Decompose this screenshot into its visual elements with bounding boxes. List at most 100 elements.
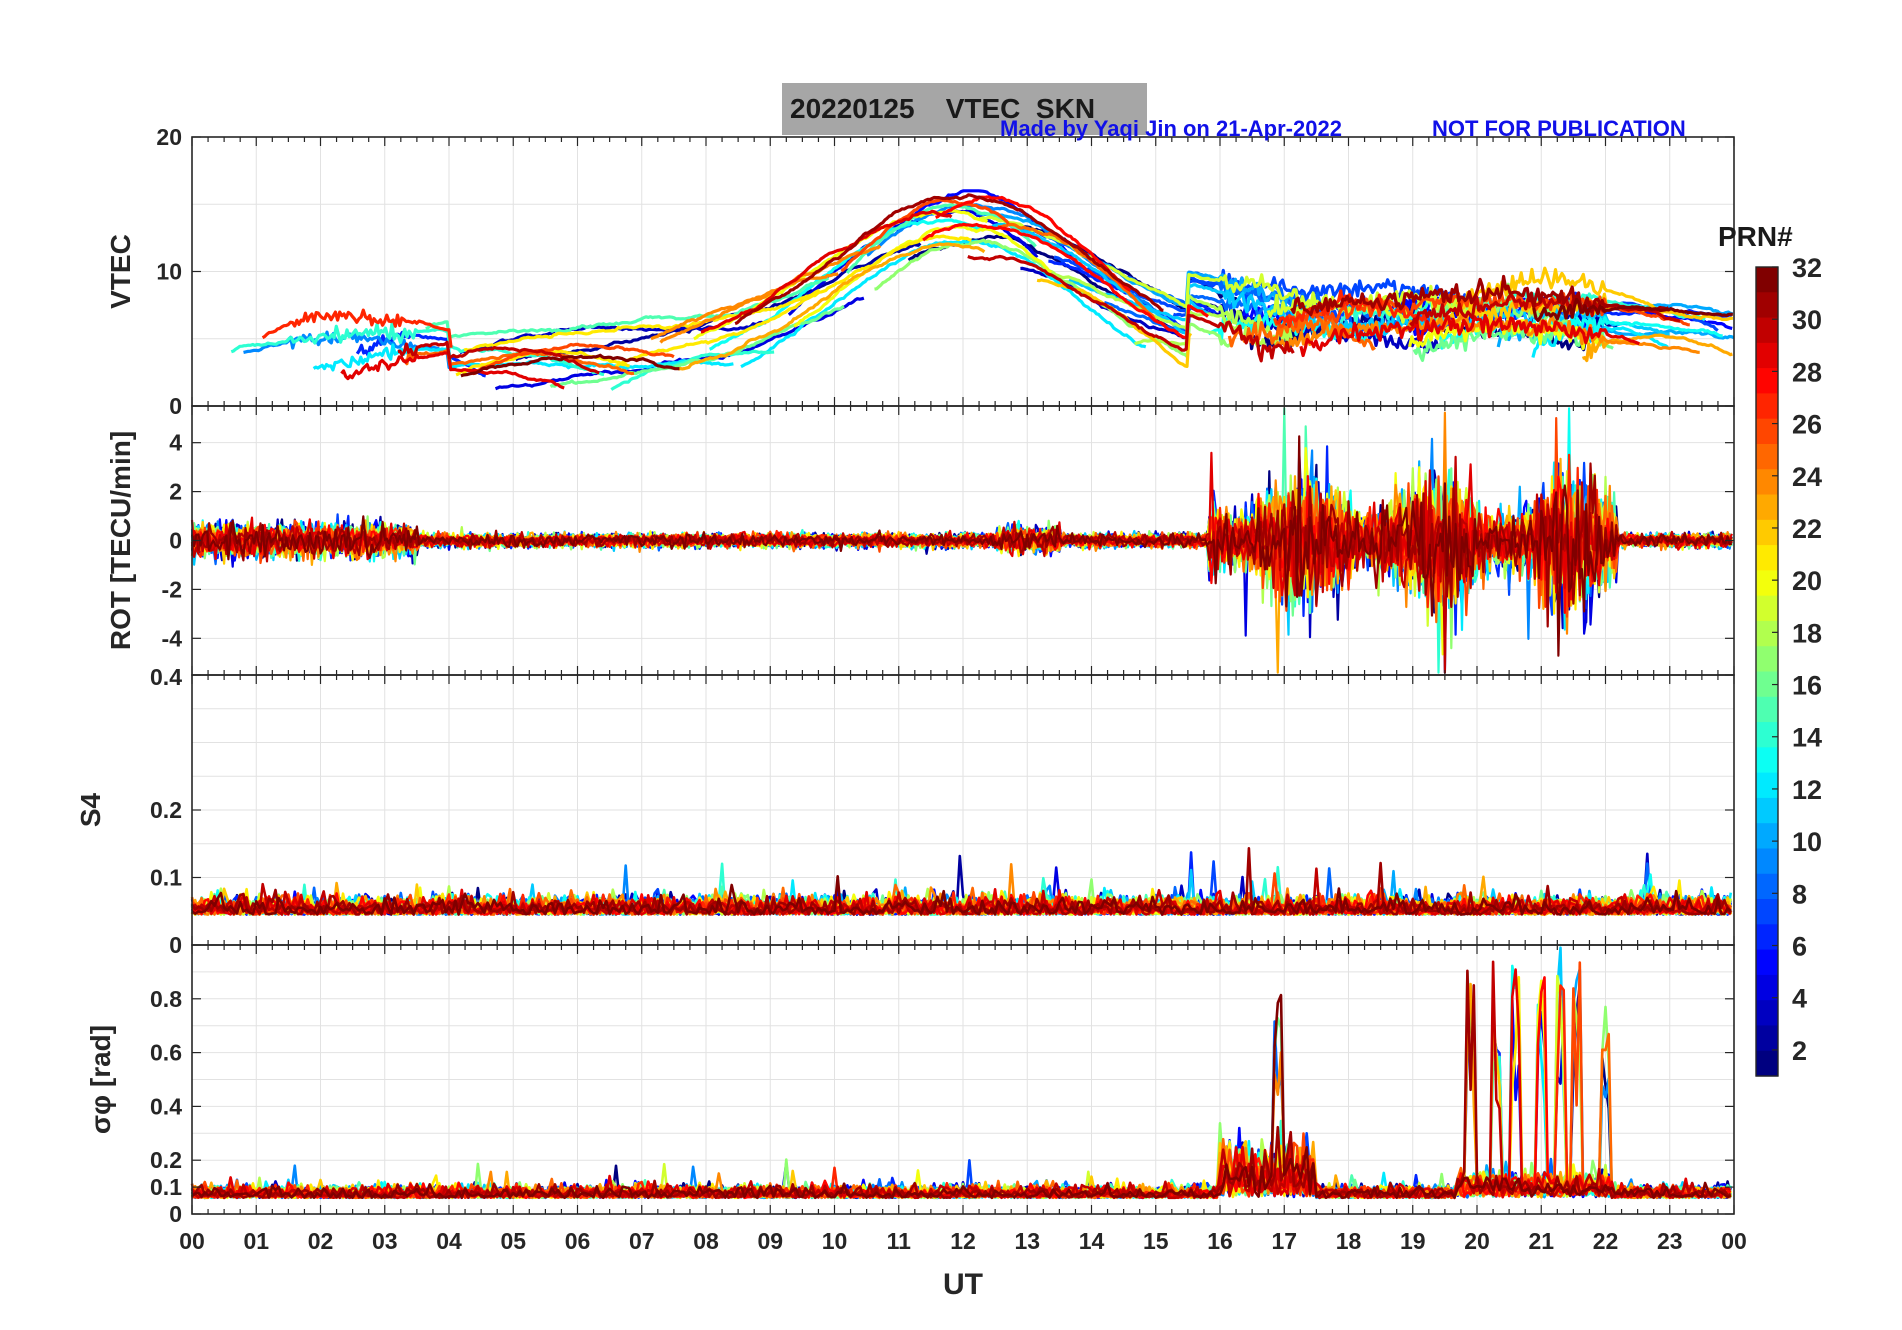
vtec-series-line (614, 234, 972, 369)
vtec-series-line (922, 222, 1209, 340)
vtec-series-line (261, 308, 453, 348)
vtec-series-line (700, 209, 953, 334)
vtec-series-line (463, 288, 821, 353)
colorbar-segment (1756, 747, 1778, 774)
y-tick-label: 0 (169, 393, 182, 419)
colorbar-segment (1756, 620, 1778, 647)
colorbar-tick-label: 14 (1792, 723, 1822, 753)
colorbar-segment (1756, 646, 1778, 673)
vtec-series-line (1299, 313, 1640, 358)
vtec-series-line (967, 254, 1295, 363)
colorbar-segment (1756, 393, 1778, 420)
colorbar-tick-label: 32 (1792, 253, 1822, 283)
x-tick-label: 11 (887, 1228, 912, 1254)
x-tick-label: 00 (179, 1228, 205, 1254)
colorbar-segment (1756, 267, 1778, 293)
colorbar-tick-label: 30 (1792, 305, 1822, 335)
colorbar-segment (1756, 545, 1778, 571)
vtec-series-line (997, 222, 1158, 323)
x-tick-label: 00 (1721, 1228, 1747, 1254)
y-tick-label: 4 (169, 430, 182, 456)
y-tick-label: 10 (156, 259, 182, 285)
vtec-series-line (1048, 269, 1293, 348)
vtec-series-line (472, 342, 675, 376)
x-tick-label: 20 (1464, 1228, 1490, 1254)
colorbar-tick-label: 16 (1792, 671, 1822, 701)
colorbar-segment (1756, 823, 1778, 850)
rot-series-line (192, 407, 1733, 592)
notice-text: NOT FOR PUBLICATION (1432, 116, 1686, 141)
colorbar-frame (1755, 266, 1779, 1077)
vtec-series-line (494, 296, 865, 391)
vtec-series-line (840, 198, 1010, 273)
credit-text: Made by Yaqi Jin on 21-Apr-2022 (1000, 116, 1342, 141)
frame-layer (191, 136, 1735, 1215)
vtec-series-line (1272, 289, 1690, 329)
rot-series-line (191, 468, 1733, 674)
y-axis-label: ROT [TECU/min] (105, 431, 136, 650)
y-tick-label: -2 (162, 576, 182, 602)
x-tick-label: 19 (1400, 1228, 1426, 1254)
y-axis-label: σφ [rad] (85, 1025, 116, 1134)
y-tick-label: 0.2 (150, 1147, 182, 1173)
x-tick-label: 22 (1593, 1228, 1619, 1254)
chart-title: 20220125 VTEC SKN (790, 93, 1096, 124)
colorbar-tick-label: 22 (1792, 514, 1822, 544)
rot-series-line (191, 457, 1733, 674)
x-tick-label: 15 (1143, 1228, 1169, 1254)
colorbar-segment (1756, 899, 1778, 925)
colorbar-segment (1756, 1000, 1778, 1027)
rot-series-line (190, 455, 1733, 674)
colorbar-segment (1756, 368, 1778, 395)
colorbar-tick-label: 6 (1792, 932, 1807, 962)
colorbar-tick-label: 18 (1792, 618, 1822, 648)
colorbar-segment (1756, 519, 1778, 546)
y-tick-label: 0.4 (150, 664, 182, 690)
y-tick-label: 0.1 (150, 865, 182, 891)
y-tick-label: 0 (169, 932, 182, 958)
x-tick-label: 17 (1271, 1228, 1297, 1254)
x-tick-label: 13 (1014, 1228, 1040, 1254)
y-axis-label: VTEC (105, 234, 136, 309)
y-tick-label: 20 (156, 124, 182, 150)
x-tick-label: 12 (950, 1228, 976, 1254)
x-tick-label: 02 (308, 1228, 334, 1254)
vtec-series-line (1421, 282, 1571, 331)
colorbar: 32 30 28 26 24 22 20 18 16 14 12 10 8 6 4 2 (1755, 253, 1822, 1077)
colorbar-tick-label: 2 (1792, 1036, 1807, 1066)
y-tick-label: 0.4 (150, 1093, 182, 1119)
y-tick-label: 0.8 (150, 986, 182, 1012)
x-tick-label: 06 (565, 1228, 591, 1254)
vtec-series-line (610, 349, 775, 391)
data-layer (190, 189, 1735, 1200)
y-tick-label: 2 (169, 479, 182, 505)
colorbar-segment (1756, 848, 1778, 875)
colorbar-segment (1756, 570, 1778, 597)
colorbar-segment (1756, 722, 1778, 748)
x-tick-label: 07 (629, 1228, 655, 1254)
vtec-series-line (1532, 297, 1733, 323)
x-tick-label: 04 (436, 1228, 462, 1254)
colorbar-segment (1756, 595, 1778, 622)
rot-series-line (190, 435, 1733, 657)
colorbar-segment (1756, 696, 1778, 723)
colorbar-segment (1756, 292, 1778, 319)
colorbar-segment (1756, 797, 1778, 824)
x-tick-label: 16 (1207, 1228, 1233, 1254)
colorbar-segment (1756, 342, 1778, 369)
vtec-series-line (740, 239, 1147, 369)
y-tick-label: 0 (169, 528, 182, 554)
colorbar-label: PRN# (1718, 221, 1793, 252)
colorbar-segment (1756, 974, 1778, 1001)
y-tick-label: 0 (169, 1201, 182, 1227)
vtec-series-line (340, 351, 565, 390)
colorbar-segment (1756, 873, 1778, 900)
colorbar-segment (1756, 418, 1778, 445)
x-tick-label: 01 (243, 1228, 269, 1254)
colorbar-segment (1756, 924, 1778, 951)
vtec-series-line (734, 193, 1164, 326)
colorbar-segment (1756, 469, 1778, 496)
x-tick-label: 18 (1336, 1228, 1362, 1254)
x-tick-label: 10 (822, 1228, 848, 1254)
